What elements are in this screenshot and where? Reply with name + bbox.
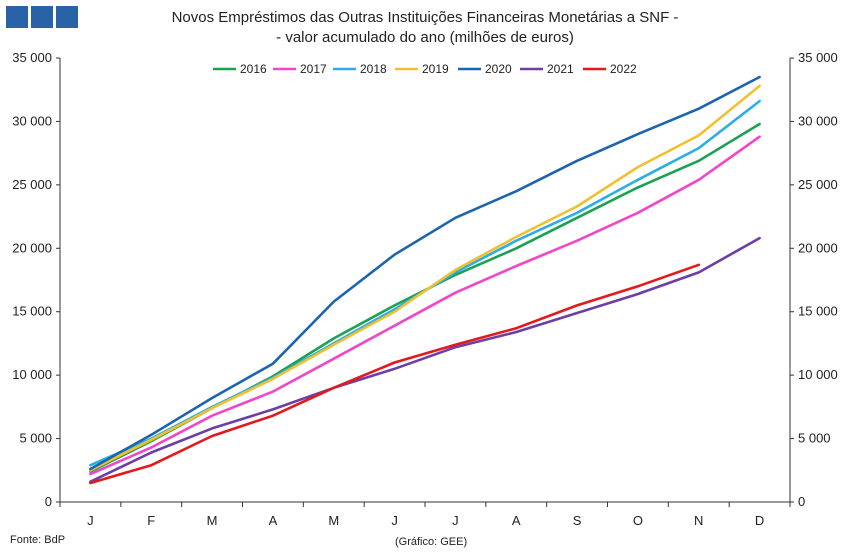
series-line-2019 bbox=[89, 84, 761, 472]
x-tick-label: N bbox=[694, 513, 703, 528]
series-line-2022 bbox=[89, 263, 701, 485]
y-tick-label-left: 35 000 bbox=[12, 50, 52, 65]
series-line-2017 bbox=[89, 135, 761, 476]
source-note: Fonte: BdP bbox=[10, 534, 66, 546]
y-tick-label-right: 10 000 bbox=[798, 367, 838, 382]
legend-label-2022: 2022 bbox=[610, 62, 637, 76]
y-tick-label-left: 20 000 bbox=[12, 240, 52, 255]
chart-title-line-2: - valor acumulado do ano (milhões de eur… bbox=[276, 29, 574, 46]
y-tick-label-left: 0 bbox=[45, 494, 52, 509]
legend-label-2020: 2020 bbox=[485, 62, 512, 76]
y-tick-label-left: 10 000 bbox=[12, 367, 52, 382]
y-tick-label-left: 25 000 bbox=[12, 177, 52, 192]
legend-label-2019: 2019 bbox=[422, 62, 449, 76]
x-tick-label: S bbox=[573, 513, 582, 528]
x-tick-label: F bbox=[147, 513, 155, 528]
logo-square-1 bbox=[6, 6, 28, 28]
y-tick-label-right: 15 000 bbox=[798, 304, 838, 319]
y-tick-label-right: 0 bbox=[798, 494, 805, 509]
y-tick-label-right: 30 000 bbox=[798, 113, 838, 128]
logo bbox=[6, 6, 78, 28]
x-tick-label: M bbox=[328, 513, 339, 528]
y-tick-label-left: 30 000 bbox=[12, 113, 52, 128]
series-line-2020 bbox=[89, 75, 761, 471]
chart-credit: (Gráfico: GEE) bbox=[395, 536, 468, 548]
legend-label-2017: 2017 bbox=[300, 62, 327, 76]
y-tick-label-right: 20 000 bbox=[798, 240, 838, 255]
x-tick-label: J bbox=[391, 513, 398, 528]
x-tick-label: A bbox=[512, 513, 521, 528]
y-tick-label-left: 15 000 bbox=[12, 304, 52, 319]
y-tick-label-left: 5 000 bbox=[19, 431, 52, 446]
x-tick-label: J bbox=[87, 513, 94, 528]
chart-title-line-1: Novos Empréstimos das Outras Instituiçõe… bbox=[171, 9, 679, 26]
legend-label-2016: 2016 bbox=[240, 62, 267, 76]
legend-label-2021: 2021 bbox=[547, 62, 574, 76]
legend-label-2018: 2018 bbox=[360, 62, 387, 76]
x-tick-label: O bbox=[633, 513, 643, 528]
x-tick-label: D bbox=[755, 513, 764, 528]
x-tick-label: J bbox=[452, 513, 459, 528]
y-tick-label-right: 5 000 bbox=[798, 431, 831, 446]
logo-square-2 bbox=[31, 6, 53, 28]
chart-title: Novos Empréstimos das Outras Instituiçõe… bbox=[0, 8, 850, 48]
series-line-2021 bbox=[89, 236, 761, 484]
logo-square-3 bbox=[56, 6, 78, 28]
x-tick-label: A bbox=[269, 513, 278, 528]
y-tick-label-right: 25 000 bbox=[798, 177, 838, 192]
y-tick-label-right: 35 000 bbox=[798, 50, 838, 65]
x-tick-label: M bbox=[207, 513, 218, 528]
